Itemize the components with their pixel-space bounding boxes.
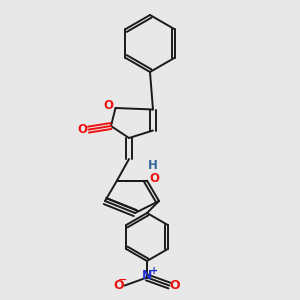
Text: H: H [148,159,158,172]
Text: N: N [142,268,152,282]
Text: O: O [103,99,113,112]
Text: O: O [114,279,124,292]
Text: O: O [149,172,160,185]
Text: O: O [77,123,87,136]
Text: O: O [169,279,180,292]
Text: −: − [118,275,128,285]
Text: +: + [149,266,158,276]
